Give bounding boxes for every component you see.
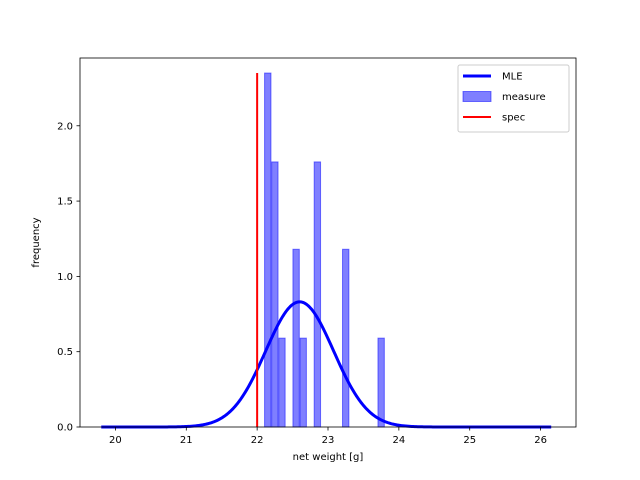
x-tick-label: 25: [463, 435, 476, 446]
y-tick-label: 2.0: [57, 121, 73, 132]
y-tick-label: 1.5: [57, 197, 73, 208]
legend-label-MLE: MLE: [502, 72, 523, 83]
x-tick-label: 23: [322, 435, 335, 446]
legend-label-measure: measure: [502, 92, 546, 103]
histogram-bar: [264, 72, 272, 428]
x-tick-label: 20: [109, 435, 122, 446]
y-tick-label: 0.0: [57, 423, 73, 434]
legend-measure-swatch: [462, 91, 492, 102]
legend: MLE measure spec: [457, 64, 570, 133]
histogram-bar: [299, 337, 307, 428]
histogram-bar: [342, 248, 350, 428]
y-tick-label: 1.0: [57, 272, 73, 283]
y-axis-label: frequency: [31, 217, 42, 267]
x-tick-label: 21: [180, 435, 193, 446]
x-tick-label: 26: [534, 435, 547, 446]
legend-label-spec: spec: [502, 113, 525, 124]
histogram-bar: [313, 161, 322, 428]
x-axis-label: net weight [g]: [293, 452, 364, 463]
x-tick-label: 22: [251, 435, 264, 446]
x-tick-label: 24: [392, 435, 405, 446]
histogram-bar: [271, 161, 279, 428]
histogram-bar: [377, 337, 385, 428]
histogram-bar: [278, 337, 286, 428]
axes: 20 21 22 23 24 25 26 0.0 0.5 1.0 1.5 2.0: [57, 57, 577, 446]
histogram-bar: [292, 248, 300, 428]
y-tick-label: 0.5: [57, 347, 73, 358]
legend-box: [457, 64, 570, 133]
